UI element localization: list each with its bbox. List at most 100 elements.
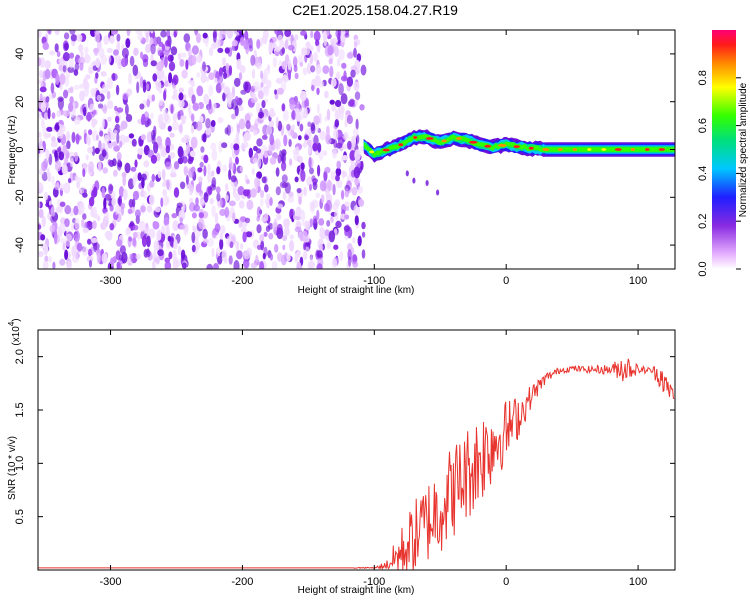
spectrogram-speckle: [179, 181, 186, 190]
spectrogram-speckle: [350, 161, 356, 167]
spectrogram-speckle: [268, 145, 273, 155]
spectrogram-speckle: [165, 224, 170, 232]
spectrogram-ytick-label: -20: [14, 189, 26, 205]
spectrogram-speckle: [170, 104, 174, 114]
spectrogram-speckle: [69, 157, 74, 168]
spectrogram-speckle: [232, 180, 238, 192]
spectrogram-speckle: [38, 57, 42, 67]
spectrogram-speckle: [38, 208, 44, 219]
spectrogram-speckle: [217, 255, 223, 265]
spectrogram-speckle: [101, 149, 107, 157]
spectrogram-speckle: [261, 100, 266, 109]
spectrogram-speckle: [82, 227, 89, 233]
spectrogram-speckle: [352, 128, 359, 137]
spectrogram-speckle: [90, 208, 95, 218]
snr-xtick-label: -300: [100, 576, 122, 588]
spectrogram-speckle: [252, 93, 257, 100]
spectrogram-speckle: [310, 30, 314, 39]
spectrogram-speckle: [200, 73, 207, 84]
spectrogram-speckle: [106, 77, 113, 89]
ridge-peak: [398, 143, 404, 147]
spectrogram-speckle: [96, 215, 101, 222]
spectrogram-speckle: [271, 222, 279, 230]
spectrogram-speckle: [146, 235, 151, 248]
spectrogram-speckle: [294, 34, 299, 41]
spectrogram-speckle: [74, 217, 80, 230]
spectrogram-speckle: [308, 156, 312, 169]
spectrogram-speckle: [228, 30, 235, 34]
spectrogram-speckle: [244, 217, 251, 224]
spectrogram-speckle: [253, 123, 258, 130]
spectrogram-speckle: [168, 61, 176, 72]
spectrogram-speckle: [344, 214, 349, 220]
spectrogram-speckle: [300, 30, 307, 36]
spectrogram-speckle: [38, 182, 44, 194]
spectrogram-speckle: [141, 235, 147, 248]
spectrogram-speckle: [207, 237, 215, 247]
spectrogram-speckle: [116, 239, 123, 247]
spectrogram-speckle: [42, 42, 49, 50]
spectrogram-speckle: [309, 167, 314, 175]
spectrogram-speckle: [361, 231, 366, 238]
spectrogram-speckle: [63, 32, 70, 40]
spectrogram-speckle: [298, 231, 303, 239]
spectrogram-speckle: [233, 143, 240, 151]
spectrogram-speckle: [150, 154, 157, 164]
spectrogram-speckle: [196, 72, 201, 78]
spectrogram-speckle: [268, 120, 275, 128]
spectrogram-speckle: [177, 52, 182, 61]
spectrogram-speckle: [38, 111, 42, 119]
spectrogram-speckle: [161, 43, 165, 52]
colorbar-tick-label: 0.4: [697, 166, 709, 181]
spectrogram-speckle: [331, 104, 337, 112]
spectrogram-speckle: [341, 134, 349, 140]
spectrogram-ytick-label: -40: [14, 237, 26, 253]
spectrogram-speckle: [328, 230, 336, 243]
spectrogram-speckle: [268, 222, 273, 230]
spectrogram-speckle: [319, 130, 327, 141]
spectrogram-speckle: [198, 212, 204, 219]
spectrogram-speckle: [79, 62, 84, 71]
spectrogram-speckle: [78, 56, 85, 65]
spectrogram-speckle: [146, 98, 151, 108]
spectrogram-speckle: [143, 226, 148, 234]
spectrogram-speckle: [235, 131, 240, 142]
spectrogram-speckle: [163, 216, 170, 227]
spectrogram-speckle: [67, 66, 75, 73]
spectrogram-speckle: [122, 92, 129, 101]
spectrogram-speckle: [353, 47, 357, 58]
spectrogram-speckle: [182, 156, 188, 164]
spectrogram-speckle: [96, 252, 101, 264]
spectrogram-speckle: [58, 229, 63, 238]
spectrogram-speckle: [268, 232, 274, 240]
spectrogram-speckle: [97, 103, 104, 109]
spectrogram-speckle: [128, 73, 132, 85]
spectrogram-speckle: [168, 72, 173, 84]
spectrogram-speckle: [242, 259, 250, 269]
spectrogram-speckle: [72, 101, 76, 113]
spectrogram-speckle: [262, 252, 266, 260]
spectrogram-speckle: [297, 54, 304, 65]
spectrogram-speckle: [353, 204, 361, 216]
spectrogram-speckle: [354, 177, 359, 186]
spectrogram-speckle: [191, 244, 196, 253]
snr-multiplier-label: (x104): [7, 318, 22, 345]
spectrogram-speckle: [358, 199, 365, 207]
spectrogram-speckle: [306, 176, 314, 187]
spectrogram-speckle: [334, 209, 339, 220]
colorbar-gradient: [712, 30, 736, 269]
spectrogram-speckle: [95, 57, 101, 69]
spectrogram-speckle: [193, 204, 200, 212]
spectrogram-speckle: [77, 242, 83, 252]
spectrogram-speckle: [157, 170, 162, 179]
spectrogram-speckle: [49, 224, 56, 233]
spectrogram-speckle: [161, 225, 166, 235]
spectrogram-speckle: [271, 42, 277, 49]
spectrogram-speckle: [75, 133, 80, 145]
spectrogram-speckle: [312, 215, 318, 224]
spectrogram-speckle: [222, 164, 228, 172]
snr-ytick-label: 0.5: [14, 509, 26, 524]
spectrogram-speckle: [132, 224, 139, 231]
spectrogram-speckle: [168, 251, 173, 260]
spectrogram-speckle: [350, 69, 356, 78]
